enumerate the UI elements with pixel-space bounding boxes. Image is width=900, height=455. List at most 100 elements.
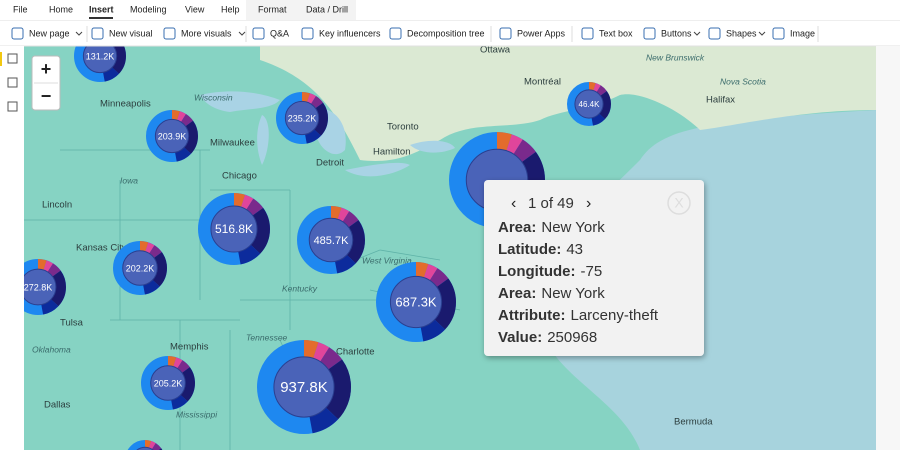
ring-segment bbox=[448, 131, 546, 228]
bubble[interactable]: 516.8K bbox=[197, 192, 270, 266]
ring-segment bbox=[125, 439, 166, 455]
bubble-label: 937.8K bbox=[280, 379, 328, 396]
bubble-label: 272.8K bbox=[24, 282, 53, 292]
ribbon-tab[interactable]: File bbox=[13, 4, 28, 14]
ribbon-tab[interactable]: Home bbox=[49, 4, 73, 14]
ring-segment bbox=[566, 81, 612, 126]
close[interactable] bbox=[667, 191, 691, 215]
ring-segment bbox=[566, 81, 612, 126]
bubble[interactable]: 687.3K bbox=[376, 261, 457, 343]
tool-icon bbox=[91, 27, 104, 40]
place: Oklahoma bbox=[32, 344, 71, 354]
ring-segment bbox=[296, 206, 365, 275]
bubble[interactable]: 937.8K bbox=[256, 339, 351, 435]
tool-icon bbox=[499, 27, 512, 40]
dropdown bbox=[238, 31, 246, 36]
bubble[interactable]: 205.2K bbox=[140, 355, 195, 410]
zoom-in[interactable]: + bbox=[41, 59, 52, 79]
place: Ottawa bbox=[480, 45, 511, 56]
field-value: 43 bbox=[566, 241, 583, 258]
zoom-out[interactable]: − bbox=[41, 86, 52, 106]
ring-segment bbox=[140, 356, 195, 410]
place: Nova Scotia bbox=[720, 76, 766, 86]
place: Halifax bbox=[706, 95, 735, 106]
tool-icon bbox=[252, 27, 265, 40]
ring-segment bbox=[113, 241, 167, 295]
tool-button[interactable]: Key influencers bbox=[319, 28, 381, 38]
dropdown bbox=[758, 31, 766, 36]
ring-segment bbox=[10, 259, 67, 315]
tool-button[interactable]: Text box bbox=[599, 28, 633, 38]
bubble[interactable]: 46.4K bbox=[566, 81, 612, 127]
sidebar bbox=[0, 46, 24, 450]
place: Charlotte bbox=[336, 347, 375, 358]
report-view[interactable] bbox=[7, 53, 18, 64]
ring-segment bbox=[197, 193, 270, 266]
tool-button[interactable]: Shapes bbox=[726, 28, 757, 38]
tool-button[interactable]: Image bbox=[790, 28, 815, 38]
field-name: Area: bbox=[498, 285, 536, 302]
bubble-label: 485.7K bbox=[314, 235, 350, 247]
ring-segment bbox=[256, 340, 351, 435]
ring-segment bbox=[140, 356, 195, 410]
ribbon-tab[interactable]: Data / Drill bbox=[306, 4, 348, 14]
ring-segment bbox=[276, 92, 328, 145]
bubble-label: 203.9K bbox=[158, 131, 187, 141]
place: Kansas City bbox=[76, 243, 127, 254]
bubble[interactable]: 485.7K bbox=[296, 205, 365, 275]
next[interactable]: › bbox=[586, 195, 591, 212]
prev[interactable]: ‹ bbox=[511, 195, 516, 212]
tool-icon bbox=[389, 27, 402, 40]
ribbon-tab[interactable]: Help bbox=[221, 4, 240, 14]
tool-button[interactable]: Decomposition tree bbox=[407, 28, 485, 38]
ribbon-tab[interactable]: View bbox=[185, 4, 205, 14]
ring-segment bbox=[146, 110, 198, 163]
pager: 1 of 49 bbox=[528, 195, 574, 212]
ring-segment bbox=[113, 241, 167, 295]
bubble-core bbox=[154, 118, 190, 154]
place: Lincoln bbox=[42, 200, 72, 211]
field-value: Larceny-theft bbox=[571, 307, 659, 324]
ring-segment bbox=[74, 30, 126, 82]
place: Tulsa bbox=[60, 318, 84, 329]
bubble[interactable]: 235.2K bbox=[275, 92, 328, 145]
place: Dallas bbox=[44, 400, 71, 411]
field-name: Latitude: bbox=[498, 241, 561, 258]
tool-button[interactable]: Buttons bbox=[661, 28, 692, 38]
bubble-label: 235.2K bbox=[288, 113, 317, 123]
tool-button[interactable]: Power Apps bbox=[517, 28, 566, 38]
place: Mississippi bbox=[176, 409, 218, 419]
bubble[interactable]: 202.2K bbox=[113, 241, 167, 295]
place: Iowa bbox=[120, 175, 138, 185]
tool-button[interactable]: New visual bbox=[109, 28, 153, 38]
place: Milwaukee bbox=[210, 138, 255, 149]
bubble[interactable]: 203.9K bbox=[145, 110, 198, 163]
lakes bbox=[200, 91, 455, 177]
field-name: Attribute: bbox=[498, 307, 566, 324]
field-value: New York bbox=[541, 219, 605, 236]
ring-segment bbox=[376, 261, 457, 342]
ribbon-tab[interactable]: Format bbox=[258, 4, 287, 14]
bubble[interactable] bbox=[125, 439, 166, 455]
bubble-label: 516.8K bbox=[215, 222, 253, 236]
place: Minneapolis bbox=[100, 99, 151, 110]
bubble-core bbox=[574, 89, 604, 119]
tool-button[interactable]: New page bbox=[29, 28, 70, 38]
tool-icon bbox=[581, 27, 594, 40]
ribbon bbox=[0, 0, 900, 46]
ring-segment bbox=[146, 110, 198, 163]
dropdown bbox=[75, 31, 83, 36]
place: Hamilton bbox=[373, 147, 411, 158]
model-view[interactable] bbox=[7, 101, 18, 112]
ribbon-tab[interactable]: Modeling bbox=[130, 4, 167, 14]
data-view[interactable] bbox=[7, 77, 18, 88]
tool-button[interactable]: More visuals bbox=[181, 28, 232, 38]
tool-icon bbox=[11, 27, 24, 40]
ring-segment bbox=[448, 131, 546, 228]
ring-segment bbox=[296, 206, 365, 275]
ribbon-tab[interactable]: Insert bbox=[89, 4, 114, 14]
tool-button[interactable]: Q&A bbox=[270, 28, 289, 38]
bubble-core bbox=[308, 217, 354, 263]
map[interactable]: Ottawa Montréal New Brunswick Nova Scoti… bbox=[10, 30, 876, 455]
